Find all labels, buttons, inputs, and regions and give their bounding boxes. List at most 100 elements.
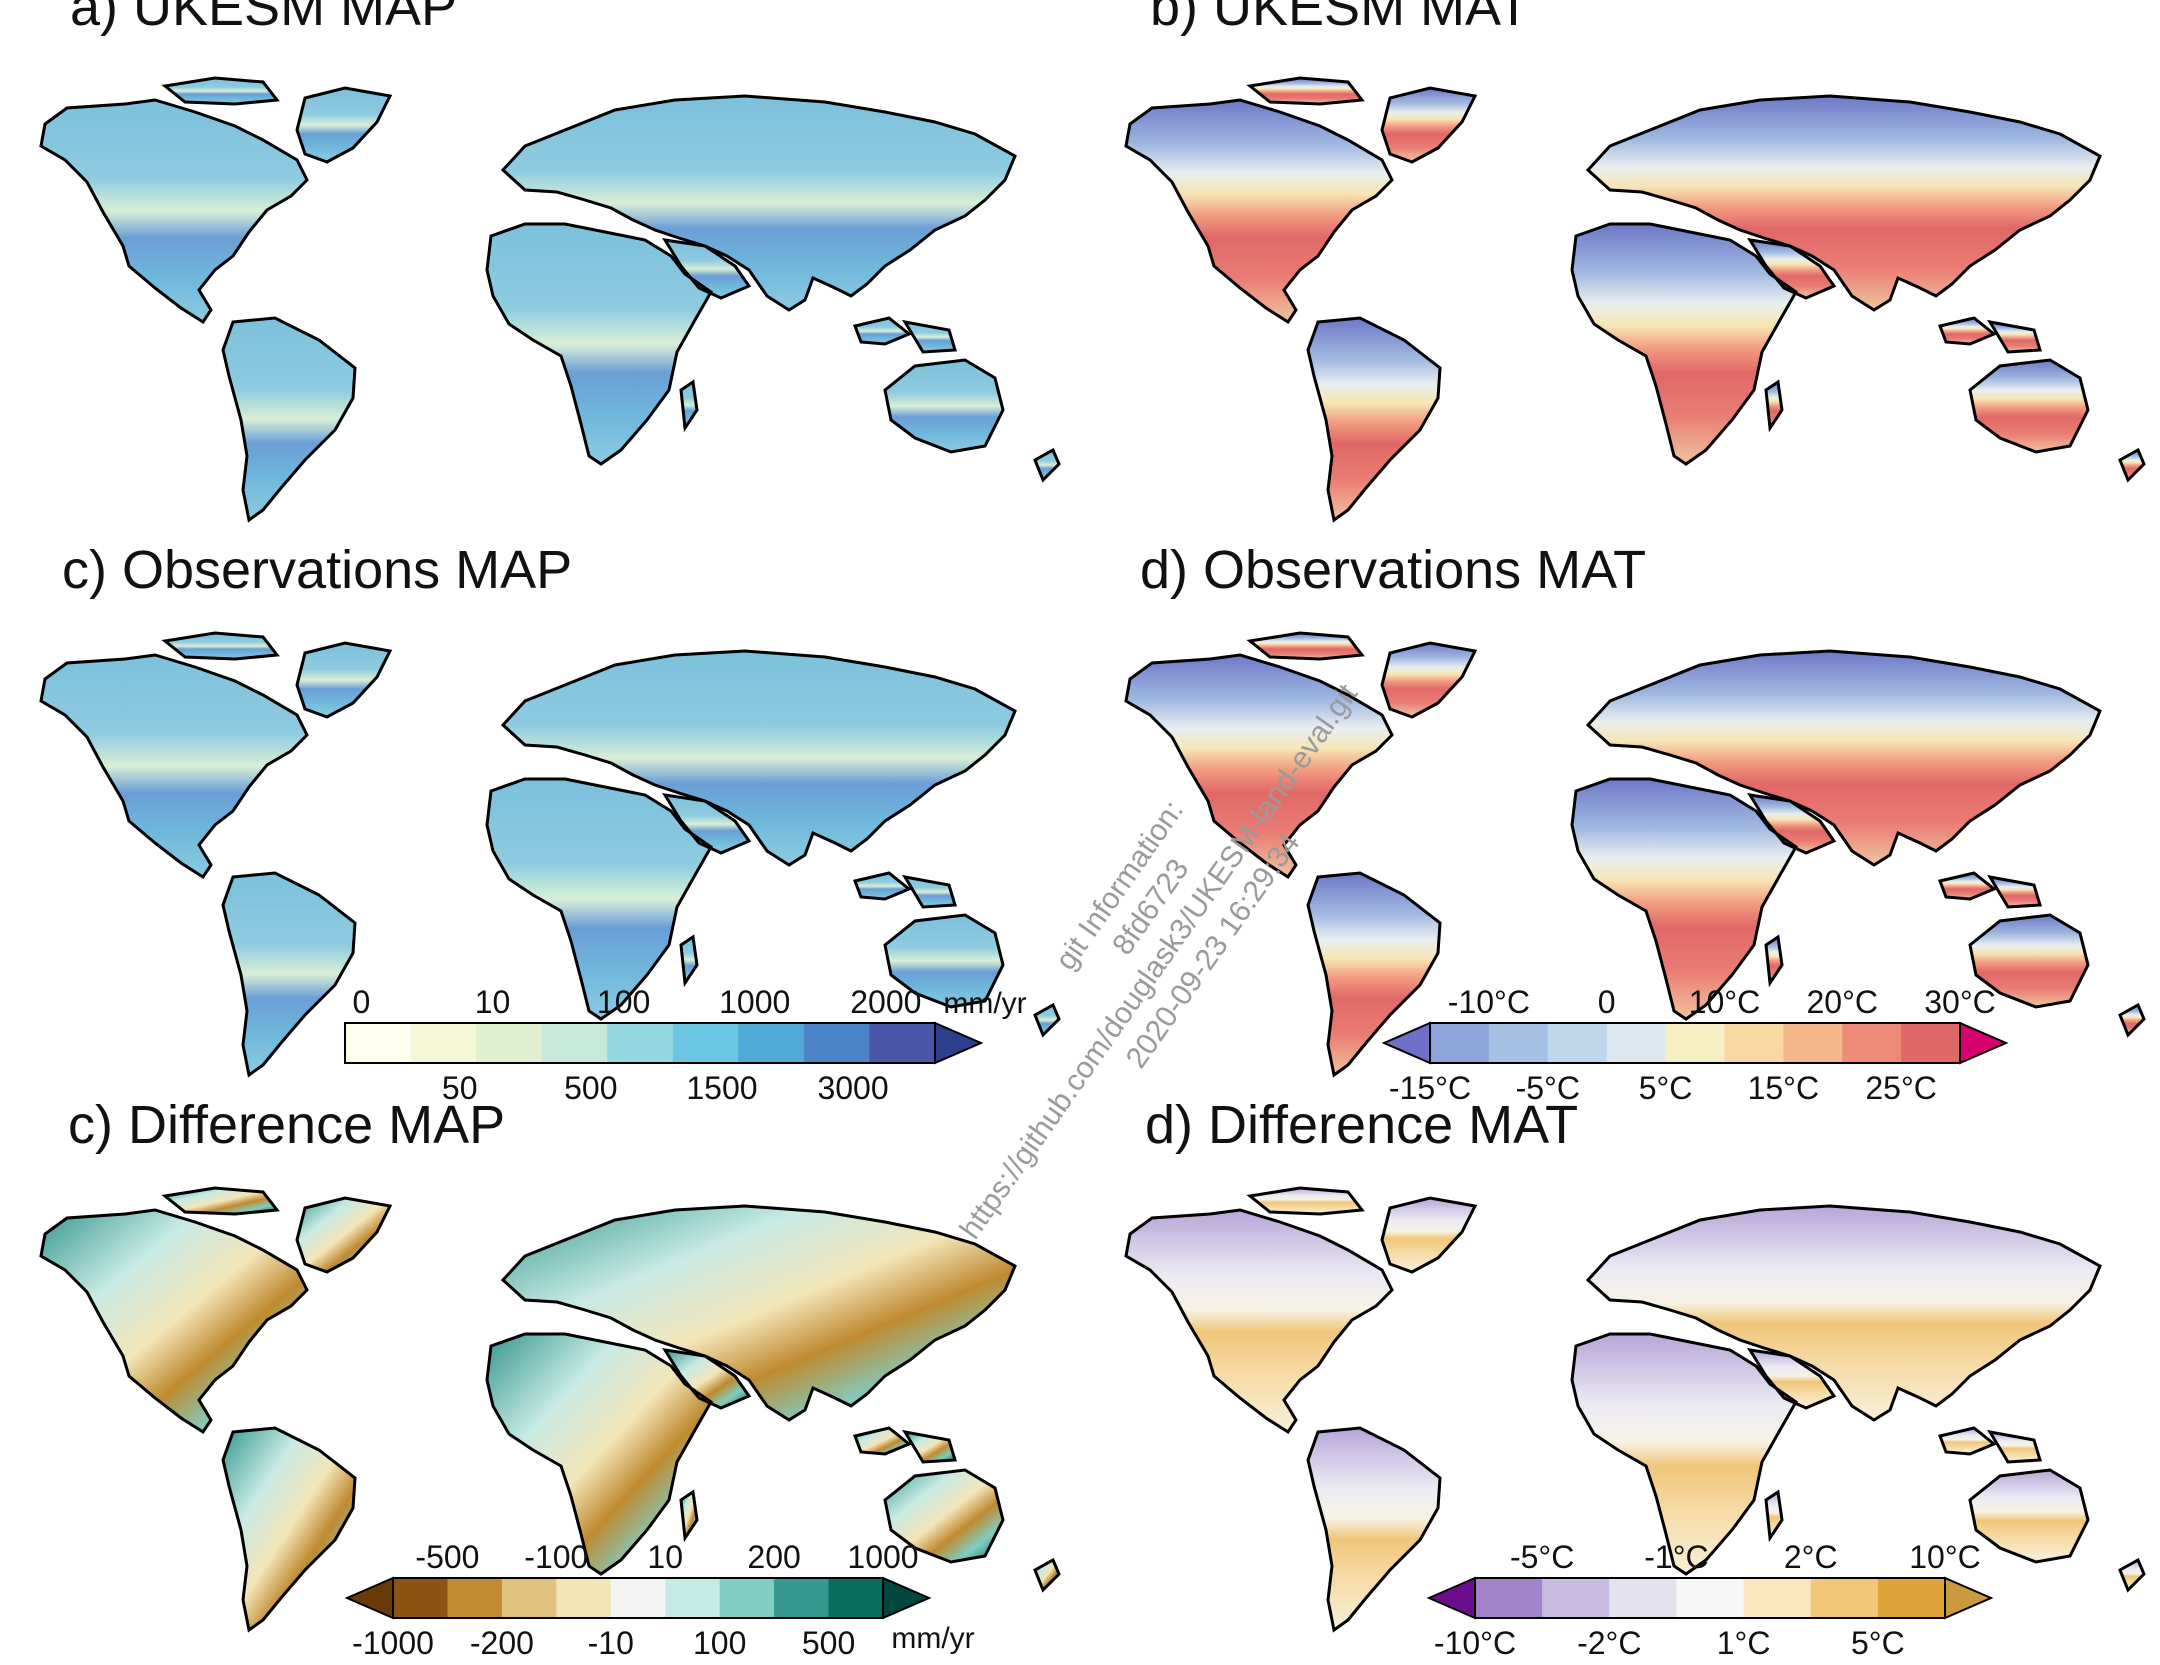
panel-c_diff: c) Difference MAP-500 -100 10 200 1000-1000-… [39, 1095, 1061, 1661]
panels-layer: a) UKESM MAP b) UKESM MAT c) Observations … [39, 0, 2146, 1661]
colorbar-frame [344, 1022, 936, 1064]
colorbar-tick-label: 30°C [1924, 984, 1996, 1020]
world-map [39, 76, 1061, 522]
panel-title: c) Observations MAP [62, 540, 572, 600]
colorbar-swatch [1609, 1578, 1677, 1618]
colorbar-tick-label: -1000 [352, 1625, 434, 1661]
colorbar-frame [1429, 1022, 1961, 1064]
colorbar-left-arrow [1381, 1021, 1431, 1065]
colorbar-tick-label: 0 [352, 984, 370, 1020]
panel-d_diff: d) Difference MAT -5°C -1°C 2°C 10°C -10°C -2°… [1124, 1095, 2146, 1661]
colorbar-swatch [1842, 1023, 1902, 1063]
colorbar-tick-label: 1000 [847, 1539, 918, 1575]
colorbar-left-arrow [1426, 1576, 1476, 1620]
colorbar-swatch [410, 1023, 477, 1063]
colorbar-swatch [672, 1023, 739, 1063]
colorbar-tick-label: -10°C [1448, 984, 1530, 1020]
colorbar-swatch [1606, 1023, 1667, 1063]
colorbar-tick-label: 0 [1598, 984, 1616, 1020]
colorbar: -500 -100 10 200 1000 -1000 -200 -10 100 500 mm/yr [344, 1539, 975, 1661]
colorbar-tick-label: -15°C [1389, 1070, 1471, 1106]
colorbar-tick-label: 25°C [1865, 1070, 1937, 1106]
colorbar-right-arrow [1944, 1576, 1994, 1620]
colorbar-frame [392, 1577, 884, 1619]
panel-title: b) UKESM MAT [1150, 0, 1530, 37]
land-fill [41, 78, 1059, 520]
colorbar-swatch [738, 1023, 805, 1063]
colorbar-tick-label: 5°C [1639, 1070, 1693, 1106]
colorbar-left-arrow [344, 1576, 394, 1620]
colorbar-swatch [1901, 1023, 1961, 1063]
colorbar-tick-label: 100 [693, 1625, 746, 1661]
colorbar-swatch [665, 1578, 721, 1618]
colorbar-swatch [1475, 1578, 1543, 1618]
colorbar-right-arrow [882, 1576, 932, 1620]
colorbar-tick-label: -500 [415, 1539, 479, 1575]
colorbar-swatch [1724, 1023, 1784, 1063]
colorbar-tick-label: 10 [647, 1539, 683, 1575]
colorbar-tick-label: 10°C [1909, 1539, 1981, 1575]
colorbar-unit: mm/yr [891, 1622, 974, 1655]
colorbar-swatch [556, 1578, 612, 1618]
colorbar-swatch [774, 1578, 830, 1618]
colorbar-swatch [719, 1578, 775, 1618]
colorbar-tick-label: 1500 [686, 1070, 757, 1106]
colorbar-tick-label: 50 [442, 1070, 478, 1106]
colorbar-swatch [1542, 1578, 1610, 1618]
colorbar-tick-label: 3000 [817, 1070, 888, 1106]
panel-a: a) UKESM MAP [39, 0, 1061, 522]
land-fill [1126, 1188, 2144, 1630]
world-map [1124, 76, 2146, 522]
colorbar-tick-label: 2000 [850, 984, 921, 1020]
colorbar-swatch [828, 1578, 884, 1618]
watermark-line: https://github.com/douglask3/UKESM-land-… [954, 678, 1365, 1245]
colorbar-swatch [1877, 1578, 1946, 1618]
panel-b: b) UKESM MAT [1124, 0, 2146, 522]
colorbar-swatch [607, 1023, 674, 1063]
colorbar-tick-label: 10 [475, 984, 511, 1020]
colorbar-swatch [393, 1578, 448, 1618]
panel-title: d) Observations MAT [1140, 540, 1646, 600]
colorbar-swatch [1743, 1578, 1812, 1618]
colorbar-swatch [1676, 1578, 1745, 1618]
land-fill [1126, 78, 2144, 520]
colorbar-tick-label: -10 [588, 1625, 634, 1661]
colorbar-swatch [1783, 1023, 1843, 1063]
colorbar-frame [1474, 1577, 1946, 1619]
colorbar-right-arrow [934, 1021, 984, 1065]
colorbar-tick-label: 10°C [1689, 984, 1761, 1020]
colorbar-swatch [345, 1023, 412, 1063]
colorbar-right-arrow [1959, 1021, 2009, 1065]
colorbar-unit: mm/yr [943, 987, 1026, 1020]
colorbar: -10°C 0 10°C 20°C 30°C -15°C -5°C 5°C 15°C 25°C [1381, 984, 2009, 1106]
colorbar-tick-label: -1°C [1644, 1539, 1708, 1575]
colorbar-swatch [610, 1578, 666, 1618]
colorbar-tick-label: 2°C [1784, 1539, 1838, 1575]
panel-title: c) Difference MAP [68, 1095, 505, 1155]
colorbar-swatch [447, 1578, 503, 1618]
colorbar-tick-label: 5°C [1851, 1625, 1905, 1661]
colorbar-swatch [541, 1023, 608, 1063]
colorbar-swatch [501, 1578, 557, 1618]
colorbar-tick-label: 500 [802, 1625, 855, 1661]
colorbar: 0 10 100 1000 2000 50 500 1500 3000 mm/yr [344, 984, 1027, 1106]
colorbar-tick-label: 1°C [1717, 1625, 1771, 1661]
colorbar-tick-label: 200 [747, 1539, 800, 1575]
colorbar-swatch [1665, 1023, 1725, 1063]
colorbar-tick-label: -2°C [1577, 1625, 1641, 1661]
colorbar-tick-label: 15°C [1748, 1070, 1820, 1106]
colorbar-swatch [803, 1023, 870, 1063]
colorbar-tick-label: -10°C [1434, 1625, 1516, 1661]
colorbar-swatch [1488, 1023, 1549, 1063]
colorbar-tick-label: 100 [597, 984, 650, 1020]
panel-title: a) UKESM MAP [70, 0, 457, 37]
colorbar-swatch [476, 1023, 543, 1063]
panel-title: d) Difference MAT [1145, 1095, 1578, 1155]
colorbar-swatch [1430, 1023, 1490, 1063]
colorbar-swatch [1810, 1578, 1879, 1618]
colorbar-tick-label: -5°C [1516, 1070, 1580, 1106]
panel-c_obs: c) Observations MAP 0 10 100 1000 2000 50 500 15… [39, 540, 1061, 1106]
colorbar-tick-label: 20°C [1806, 984, 1878, 1020]
colorbar-swatch [1547, 1023, 1608, 1063]
